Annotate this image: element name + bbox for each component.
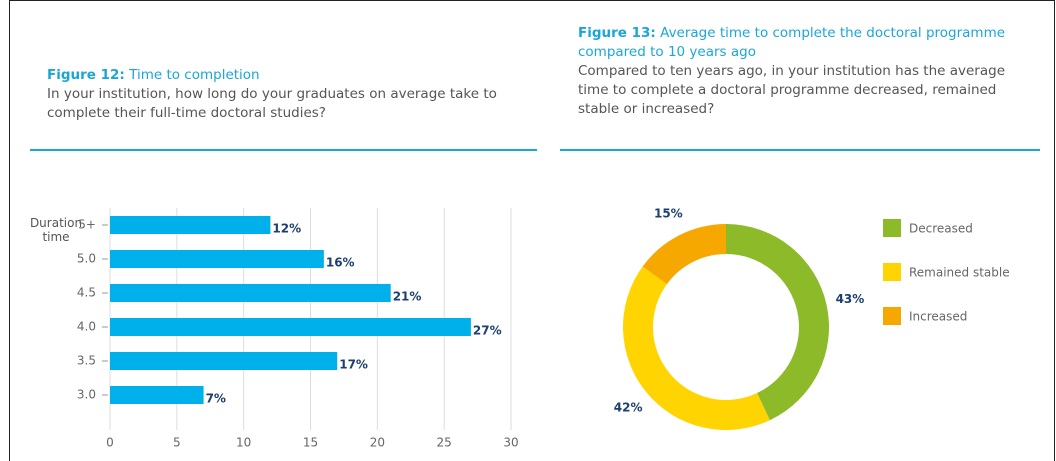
rule bbox=[30, 149, 537, 151]
frame bbox=[9, 0, 1055, 461]
legend-swatch bbox=[883, 263, 901, 281]
x-tick-label: 25 bbox=[437, 436, 452, 450]
legend-swatch bbox=[883, 307, 901, 325]
donut-slice bbox=[642, 224, 726, 285]
chart-title: Time to completion bbox=[129, 67, 260, 83]
y-tick-label: 3.0 bbox=[77, 388, 96, 402]
rule bbox=[560, 149, 1040, 151]
bar bbox=[110, 250, 324, 268]
bar bbox=[110, 284, 391, 302]
bar bbox=[110, 216, 271, 234]
header-13: Figure 13: Average time to complete the … bbox=[578, 24, 1038, 119]
bar bbox=[110, 386, 204, 404]
figure-label: Figure 12: bbox=[47, 67, 125, 83]
chart-subtitle: In your institution, how long do your gr… bbox=[47, 86, 497, 121]
donut-slice bbox=[623, 266, 770, 430]
legend-label: Remained stable bbox=[909, 266, 1010, 280]
chart-title: Average time to complete the doctoral pr… bbox=[578, 25, 1006, 60]
value-label: 12% bbox=[272, 222, 301, 236]
chart-subtitle: Compared to ten years ago, in your insti… bbox=[578, 63, 1006, 117]
x-tick-label: 0 bbox=[106, 436, 114, 450]
value-label: 42% bbox=[614, 400, 643, 414]
bar bbox=[110, 352, 338, 370]
value-label: 43% bbox=[836, 292, 865, 306]
y-tick-label: 4.0 bbox=[77, 320, 96, 334]
header-12: Figure 12: Time to completion In your in… bbox=[47, 66, 547, 123]
value-label: 7% bbox=[206, 392, 226, 406]
value-label: 15% bbox=[654, 206, 683, 220]
x-tick-label: 5 bbox=[173, 436, 181, 450]
x-tick-label: 15 bbox=[303, 436, 318, 450]
x-tick-label: 10 bbox=[236, 436, 251, 450]
value-label: 17% bbox=[339, 358, 368, 372]
y-axis-label: Duration time bbox=[29, 216, 83, 244]
y-tick-label: 5+ bbox=[78, 218, 96, 232]
y-tick-label: 4.5 bbox=[77, 286, 96, 300]
x-tick-label: 30 bbox=[503, 436, 518, 450]
y-tick-label: 3.5 bbox=[77, 354, 96, 368]
value-label: 21% bbox=[393, 290, 422, 304]
legend-label: Increased bbox=[909, 310, 967, 324]
figure-label: Figure 13: bbox=[578, 25, 656, 41]
x-tick-label: 20 bbox=[370, 436, 385, 450]
y-tick-label: 5.0 bbox=[77, 252, 96, 266]
value-label: 27% bbox=[473, 324, 502, 338]
legend-label: Decreased bbox=[909, 222, 973, 236]
value-label: 16% bbox=[326, 256, 355, 270]
donut-slice bbox=[726, 224, 829, 421]
legend-swatch bbox=[883, 219, 901, 237]
bar bbox=[110, 318, 471, 336]
